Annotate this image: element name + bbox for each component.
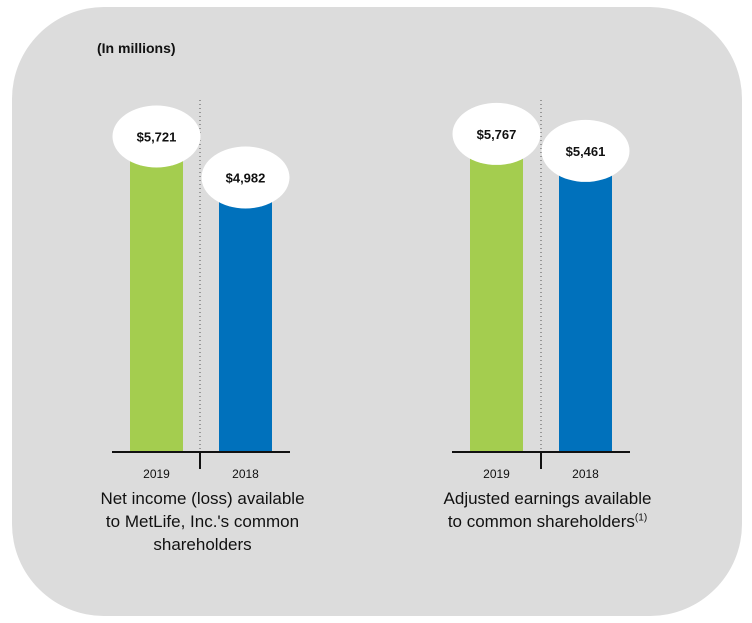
- chart2-caption-line2: to common shareholders(1): [400, 510, 695, 533]
- chart1-caption: Net income (loss) available to MetLife, …: [60, 487, 345, 556]
- chart1-caption-line3: shareholders: [153, 535, 252, 554]
- chart2-tick-2018: 2018: [572, 467, 599, 481]
- chart1-bar-2018: [219, 175, 272, 452]
- chart1-data-label-2019: $5,721: [137, 129, 177, 144]
- chart2-caption: Adjusted earnings available to common sh…: [400, 487, 695, 533]
- chart1-caption-line2: to MetLife, Inc.'s common: [105, 512, 300, 531]
- chart2-tick-2019: 2019: [483, 467, 510, 481]
- footnote-marker: (1): [634, 512, 648, 524]
- chart1-data-label-2018: $4,982: [226, 170, 266, 185]
- chart2-bar-2019: [470, 131, 523, 452]
- chart1-tick-2019: 2019: [143, 467, 170, 481]
- chart1-label-bubble-2019: [112, 105, 201, 168]
- chart1-caption-line1: Net income (loss) available: [100, 489, 305, 508]
- chart1-tick-2018: 2018: [232, 467, 259, 481]
- chart1-bar-2019: [130, 134, 183, 452]
- chart1-label-bubble-2018: [201, 146, 290, 209]
- chart2-caption-line2-text: to common shareholders: [447, 512, 635, 531]
- chart2-label-bubble-2019: [452, 102, 541, 165]
- chart2-data-label-2018: $5,461: [566, 144, 606, 159]
- chart2-data-label-2019: $5,767: [477, 127, 517, 142]
- unit-label: (In millions): [97, 40, 176, 56]
- chart2-bar-2018: [559, 148, 612, 453]
- chart2-caption-line1: Adjusted earnings available: [443, 489, 652, 508]
- chart2-label-bubble-2018: [541, 119, 630, 182]
